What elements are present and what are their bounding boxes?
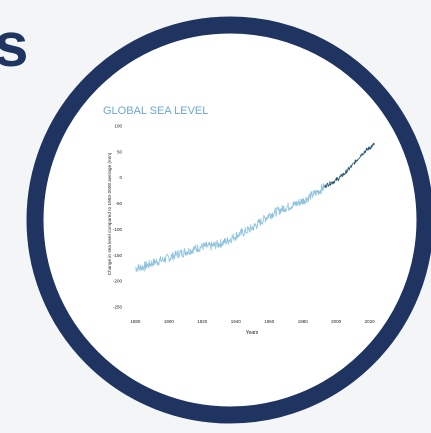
chart: GLOBAL SEA LEVEL Change in sea level com… [103, 105, 375, 336]
corner-text: s [0, 11, 28, 80]
y-tick-label: -250 [113, 305, 123, 310]
x-tick-labels: 1880 1900 1920 1940 1960 1980 2000 2020 [130, 319, 375, 324]
sea-level-line-recent [324, 142, 375, 189]
chart-title: GLOBAL SEA LEVEL [103, 105, 208, 117]
y-tick-label: 100 [114, 124, 122, 129]
x-tick-label: 2000 [331, 319, 342, 324]
x-tick-label: 1900 [164, 319, 175, 324]
plot-area [135, 142, 375, 273]
frame-ring [26, 16, 431, 424]
sea-level-line-historical [135, 183, 325, 273]
x-tick-label: 1960 [264, 319, 275, 324]
y-tick-labels: 100 50 0 -50 -100 -150 -200 -250 [113, 124, 123, 310]
x-tick-label: 1920 [197, 319, 208, 324]
y-tick-label: 50 [117, 149, 123, 154]
y-tick-label: 0 [119, 175, 122, 180]
x-tick-label: 1980 [298, 319, 309, 324]
x-tick-label: 2020 [365, 319, 376, 324]
y-tick-label: -200 [113, 279, 123, 284]
y-axis-label: Change in sea level compared to 1993-200… [107, 152, 112, 275]
y-tick-label: -100 [113, 227, 123, 232]
y-tick-label: -50 [115, 201, 122, 206]
y-tick-label: -150 [113, 253, 123, 258]
x-axis-label: Years [246, 330, 259, 336]
x-tick-label: 1940 [231, 319, 242, 324]
x-tick-label: 1880 [130, 319, 141, 324]
